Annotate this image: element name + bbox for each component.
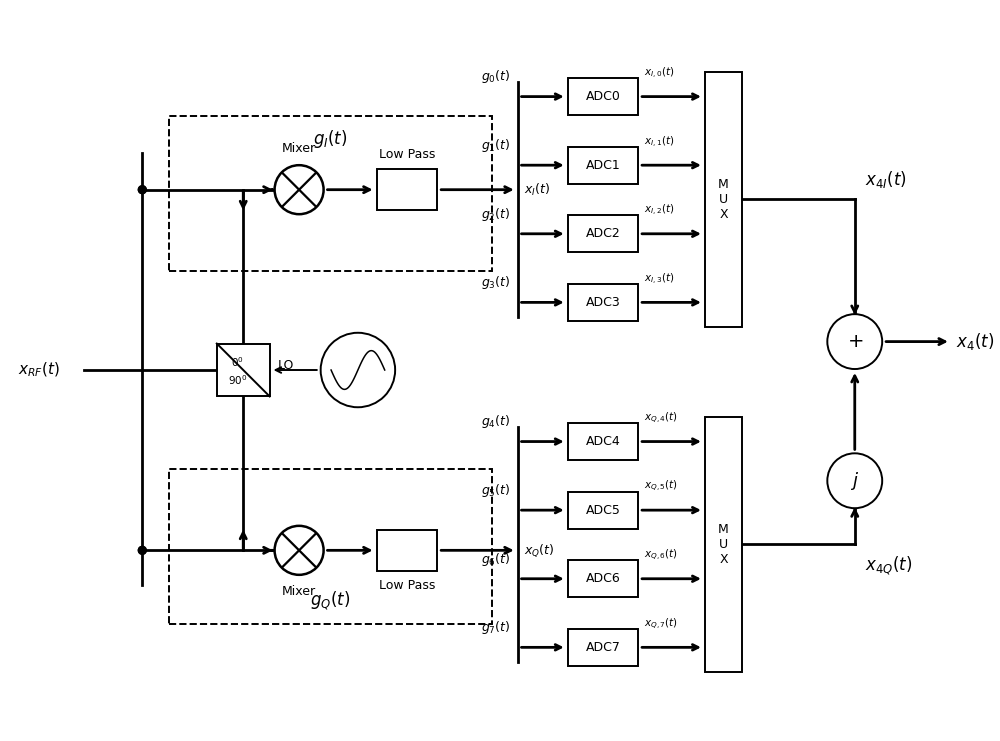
Text: ADC1: ADC1	[586, 159, 620, 172]
Text: LO: LO	[278, 359, 294, 371]
Text: $g_1(t)$: $g_1(t)$	[481, 137, 511, 154]
Circle shape	[827, 453, 882, 508]
Text: $0^0$: $0^0$	[231, 355, 244, 369]
Text: Low Pass: Low Pass	[379, 148, 435, 162]
Text: $x_{I,0}(t)$: $x_{I,0}(t)$	[644, 66, 674, 81]
Text: ADC4: ADC4	[586, 435, 620, 448]
Bar	[705, 417, 742, 672]
Circle shape	[827, 314, 882, 369]
Text: $g_0(t)$: $g_0(t)$	[481, 68, 511, 85]
Text: ADC5: ADC5	[585, 504, 620, 516]
Bar	[568, 78, 638, 115]
Text: $90^0$: $90^0$	[228, 373, 247, 387]
Text: $g_2(t)$: $g_2(t)$	[481, 206, 511, 223]
Text: Mixer: Mixer	[282, 142, 316, 156]
Text: Mixer: Mixer	[282, 585, 316, 598]
Text: $x_{I,3}(t)$: $x_{I,3}(t)$	[644, 272, 674, 287]
Bar	[568, 560, 638, 597]
Bar	[705, 72, 742, 327]
Text: ADC0: ADC0	[585, 90, 620, 103]
Circle shape	[138, 186, 146, 193]
Circle shape	[138, 186, 146, 193]
Bar	[568, 215, 638, 253]
Circle shape	[138, 546, 146, 554]
Text: ADC6: ADC6	[586, 572, 620, 585]
Circle shape	[138, 546, 146, 554]
Text: $x_{Q,4}(t)$: $x_{Q,4}(t)$	[644, 411, 678, 426]
Bar	[568, 628, 638, 666]
Bar	[377, 169, 437, 210]
Text: $x_4(t)$: $x_4(t)$	[956, 331, 994, 352]
Circle shape	[275, 526, 324, 575]
Text: $x_Q(t)$: $x_Q(t)$	[524, 542, 554, 559]
Bar	[568, 284, 638, 321]
Text: $x_{4I}(t)$: $x_{4I}(t)$	[865, 169, 906, 190]
Text: $g_Q(t)$: $g_Q(t)$	[310, 590, 351, 612]
Bar	[377, 530, 437, 571]
Text: $g_6(t)$: $g_6(t)$	[481, 551, 511, 568]
Bar	[568, 147, 638, 184]
Text: ADC3: ADC3	[586, 296, 620, 309]
Bar	[169, 116, 492, 271]
Text: $g_7(t)$: $g_7(t)$	[481, 619, 511, 637]
Text: $j$: $j$	[850, 470, 859, 492]
Text: $x_{RF}(t)$: $x_{RF}(t)$	[18, 361, 60, 379]
Text: $x_I(t)$: $x_I(t)$	[524, 182, 550, 198]
Text: $g_5(t)$: $g_5(t)$	[481, 482, 511, 499]
Text: $x_{Q,5}(t)$: $x_{Q,5}(t)$	[644, 479, 678, 494]
Text: $x_{4Q}(t)$: $x_{4Q}(t)$	[865, 554, 912, 576]
Bar	[169, 469, 492, 624]
Text: $g_4(t)$: $g_4(t)$	[481, 413, 511, 431]
Text: $+$: $+$	[847, 332, 863, 351]
Text: $x_{I,1}(t)$: $x_{I,1}(t)$	[644, 134, 674, 150]
Text: Low Pass: Low Pass	[379, 579, 435, 592]
Circle shape	[275, 165, 324, 214]
Text: M
U
X: M U X	[718, 178, 729, 221]
Text: $x_{Q,6}(t)$: $x_{Q,6}(t)$	[644, 548, 678, 563]
Bar	[568, 423, 638, 460]
Bar	[217, 344, 270, 396]
Circle shape	[321, 333, 395, 408]
Text: $x_{I,2}(t)$: $x_{I,2}(t)$	[644, 203, 674, 218]
Text: ADC7: ADC7	[585, 641, 620, 654]
Bar	[568, 491, 638, 529]
Text: ADC2: ADC2	[586, 227, 620, 240]
Text: $g_I(t)$: $g_I(t)$	[313, 128, 348, 150]
Text: $x_{Q,7}(t)$: $x_{Q,7}(t)$	[644, 617, 678, 631]
Text: $g_3(t)$: $g_3(t)$	[481, 274, 511, 291]
Text: M
U
X: M U X	[718, 523, 729, 566]
